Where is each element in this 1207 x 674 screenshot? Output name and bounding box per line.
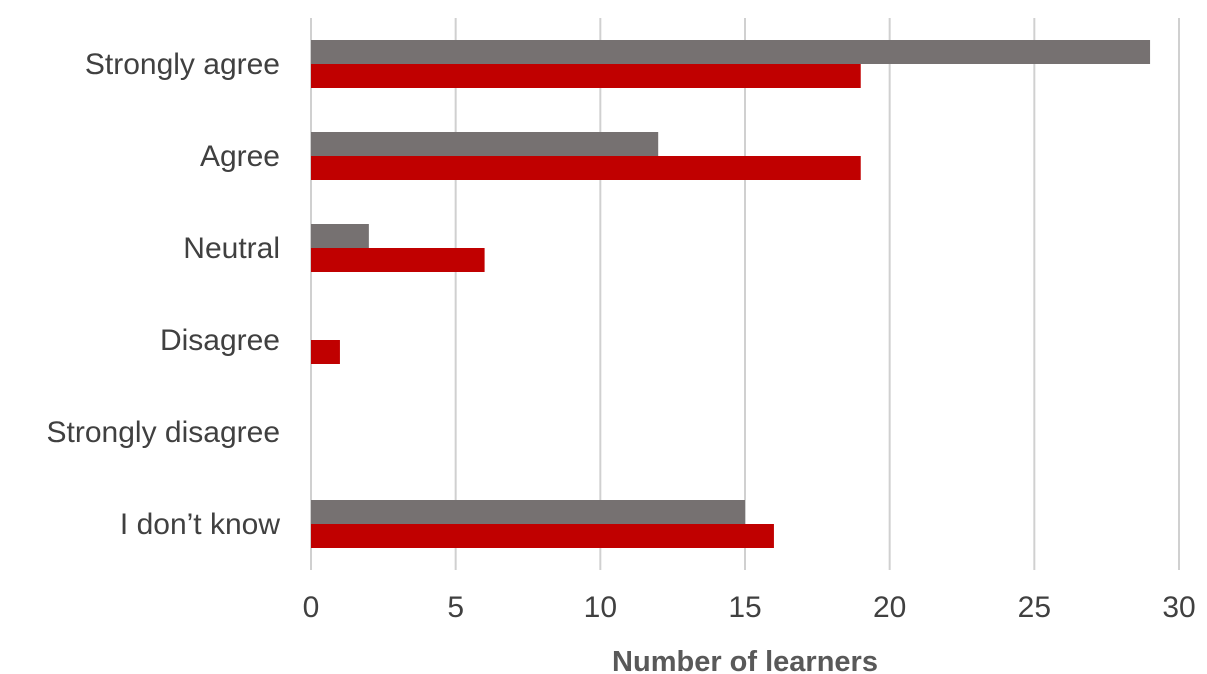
x-tick-label: 5 bbox=[447, 591, 464, 624]
category-label: Neutral bbox=[183, 232, 280, 265]
x-tick-label: 25 bbox=[1018, 591, 1051, 624]
category-label: Strongly disagree bbox=[47, 416, 280, 449]
category-label: I don’t know bbox=[120, 508, 280, 541]
x-tick-label: 0 bbox=[303, 591, 320, 624]
category-label: Agree bbox=[200, 140, 280, 173]
x-tick-label: 30 bbox=[1162, 591, 1195, 624]
bars bbox=[311, 40, 1151, 548]
bar-series-2 bbox=[311, 524, 774, 548]
x-tick-label: 20 bbox=[873, 591, 906, 624]
bar-series-2 bbox=[311, 340, 340, 364]
bar-series-2 bbox=[311, 64, 861, 88]
x-axis-title: Number of learners bbox=[612, 646, 878, 674]
x-tick-label: 10 bbox=[584, 591, 617, 624]
category-label: Strongly agree bbox=[85, 48, 280, 81]
bar-series-1 bbox=[311, 224, 369, 248]
category-label: Disagree bbox=[160, 324, 280, 357]
bar-series-1 bbox=[311, 132, 659, 156]
gridlines bbox=[310, 18, 1180, 570]
bar-series-1 bbox=[311, 40, 1151, 64]
bar-series-2 bbox=[311, 156, 861, 180]
bar-series-1 bbox=[311, 500, 745, 524]
x-tick-labels: 0 5 10 15 20 25 30 bbox=[303, 591, 1196, 624]
x-tick-label: 15 bbox=[728, 591, 761, 624]
bar-series-2 bbox=[311, 248, 485, 272]
category-labels: Strongly agree Agree Neutral Disagree Strong… bbox=[47, 48, 281, 541]
